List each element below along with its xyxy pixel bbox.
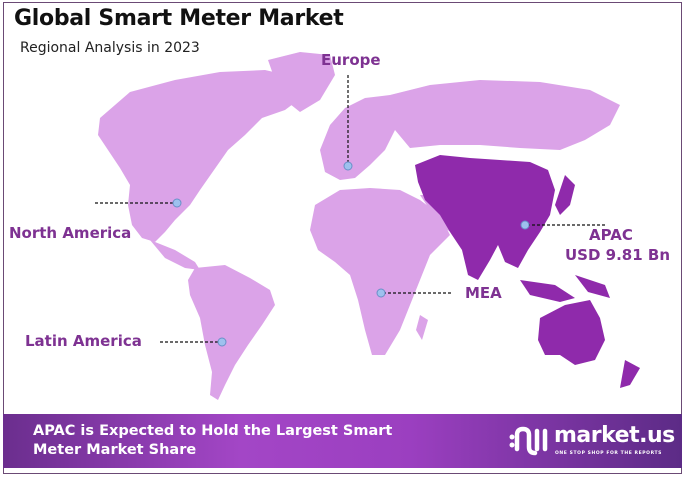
label-mea: MEA: [465, 284, 502, 302]
footer-banner: APAC is Expected to Hold the Largest Sma…: [3, 414, 682, 468]
label-latin-america: Latin America: [25, 332, 142, 350]
page-title: Global Smart Meter Market: [14, 6, 344, 31]
label-north-america: North America: [9, 224, 132, 242]
label-apac-value: USD 9.81 Bn: [565, 246, 670, 264]
label-europe: Europe: [321, 51, 381, 69]
brand-tagline: ONE STOP SHOP FOR THE REPORTS: [555, 451, 662, 456]
market-us-logo-icon: [509, 426, 548, 456]
label-apac: APAC: [589, 226, 633, 244]
region-mea: [310, 188, 450, 355]
region-australia: [538, 300, 605, 365]
region-greenland: [268, 52, 335, 112]
region-apac: [415, 155, 555, 280]
page-subtitle: Regional Analysis in 2023: [20, 40, 200, 56]
region-latin-america: [188, 265, 275, 400]
footer-headline: APAC is Expected to Hold the Largest Sma…: [33, 423, 393, 458]
brand-name: market.us: [554, 423, 675, 448]
region-europe: [320, 95, 400, 180]
brand-logo[interactable]: market.us ONE STOP SHOP FOR THE REPORTS: [508, 423, 678, 461]
region-north-america: [98, 70, 305, 242]
